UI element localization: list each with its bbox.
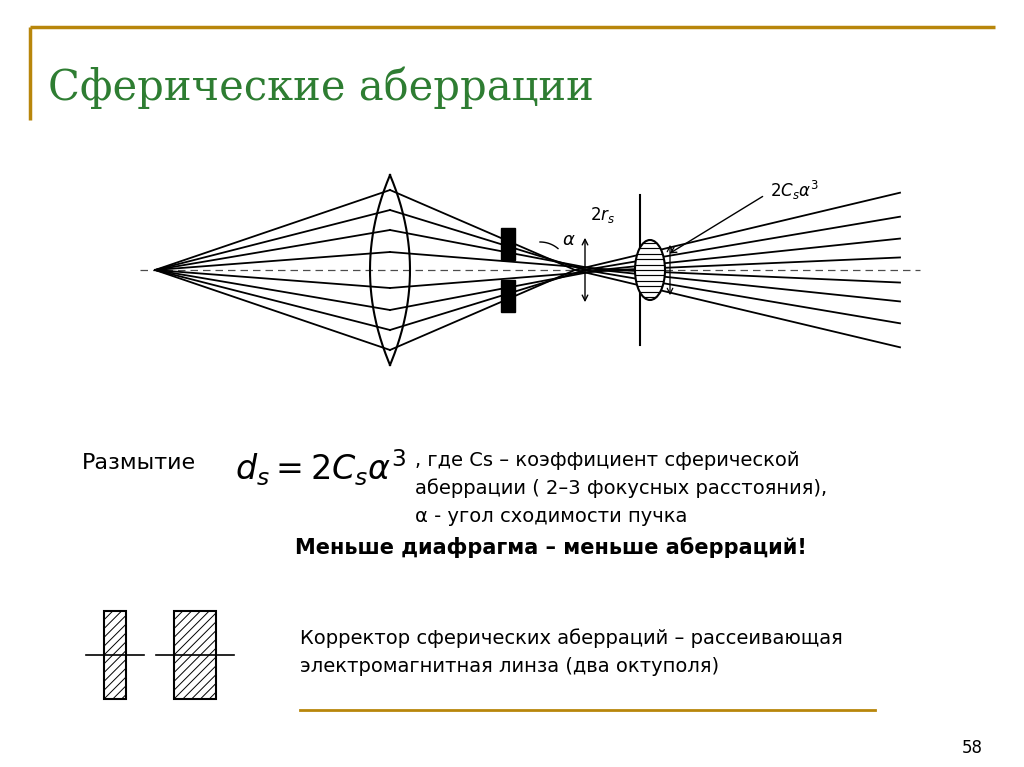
Text: $2C_s\alpha^3$: $2C_s\alpha^3$	[770, 179, 819, 202]
Bar	[174, 611, 216, 699]
Bar	[501, 228, 515, 260]
Bar	[104, 611, 126, 699]
Text: Меньше диафрагма – меньше аберраций!: Меньше диафрагма – меньше аберраций!	[295, 538, 807, 558]
Text: Сферические аберрации: Сферические аберрации	[48, 67, 594, 109]
Text: , где Cs – коэффициент сферической
аберрации ( 2–3 фокусных расстояния),
α - уго: , где Cs – коэффициент сферической аберр…	[415, 451, 827, 525]
Bar	[501, 280, 515, 312]
Text: $d_s = 2C_s\alpha^3$: $d_s = 2C_s\alpha^3$	[234, 448, 407, 489]
Text: $\alpha$: $\alpha$	[562, 231, 575, 249]
Text: 58: 58	[962, 739, 982, 757]
Text: Корректор сферических аберраций – рассеивающая
электромагнитная линза (два октуп: Корректор сферических аберраций – рассеи…	[300, 628, 843, 676]
Ellipse shape	[635, 240, 665, 300]
Text: Размытие: Размытие	[82, 453, 197, 473]
Text: $2r_s$: $2r_s$	[590, 205, 615, 225]
